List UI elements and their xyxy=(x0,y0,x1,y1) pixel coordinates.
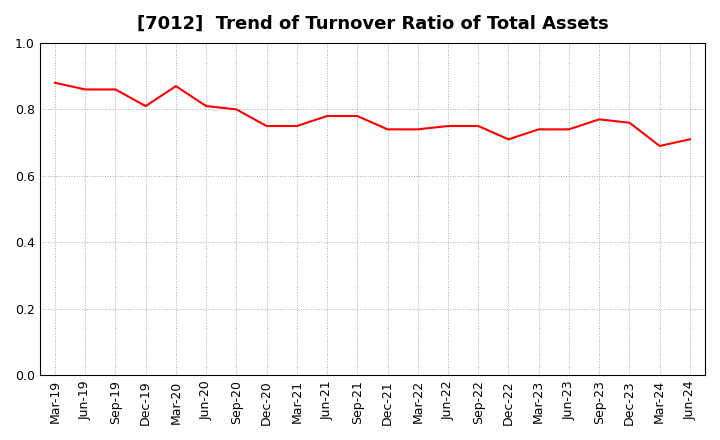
Title: [7012]  Trend of Turnover Ratio of Total Assets: [7012] Trend of Turnover Ratio of Total … xyxy=(137,15,608,33)
